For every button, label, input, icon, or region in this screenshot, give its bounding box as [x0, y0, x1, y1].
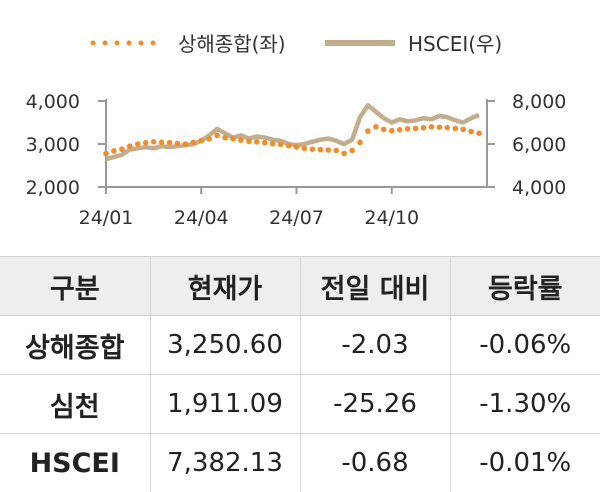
row-change: -2.03 — [300, 316, 450, 375]
row-price: 3,250.60 — [150, 316, 300, 375]
shanghai-data-point — [460, 127, 466, 133]
shanghai-data-point — [389, 128, 395, 134]
shanghai-data-point — [103, 151, 109, 157]
shanghai-data-point — [357, 140, 363, 146]
row-rate: -0.06% — [450, 316, 600, 375]
shanghai-data-point — [310, 146, 316, 152]
shanghai-data-point — [349, 148, 355, 154]
shanghai-data-point — [326, 147, 332, 153]
x-axis-tick-label: 24/07 — [269, 207, 324, 229]
plot-area — [103, 105, 482, 159]
shanghai-data-point — [191, 140, 197, 146]
shanghai-data-point — [127, 143, 133, 149]
shanghai-data-point — [397, 127, 403, 133]
shanghai-data-point — [365, 128, 371, 134]
shanghai-data-point — [222, 135, 228, 141]
shanghai-data-point — [183, 141, 189, 147]
row-price: 7,382.13 — [150, 434, 300, 492]
hscei-series-line — [106, 105, 479, 159]
index-line-chart: 상해종합(좌) HSCEI(우) 2,000 3,000 4,000 4,000 6,0… — [0, 0, 600, 250]
row-change: -25.26 — [300, 375, 450, 434]
shanghai-data-point — [246, 139, 252, 145]
header-category: 구분 — [0, 257, 150, 316]
legend-label-hscei: HSCEI(우) — [408, 32, 502, 56]
shanghai-series — [103, 124, 482, 156]
shanghai-data-point — [341, 151, 347, 157]
right-axis-tick-label: 8,000 — [512, 91, 566, 113]
shanghai-data-point — [468, 129, 474, 135]
shanghai-data-point — [143, 140, 149, 146]
shanghai-data-point — [151, 139, 157, 145]
market-summary-table: 구분 현재가 전일 대비 등락률 상해종합 3,250.60 -2.03 -0.… — [0, 256, 600, 492]
shanghai-data-point — [119, 146, 125, 152]
shanghai-data-point — [373, 124, 379, 130]
x-axis-tick-label: 24/10 — [364, 207, 419, 229]
row-name: 심천 — [0, 375, 150, 434]
shanghai-data-point — [199, 138, 205, 144]
shanghai-data-point — [230, 136, 236, 142]
shanghai-data-point — [437, 124, 443, 130]
right-axis-tick-label: 6,000 — [512, 134, 566, 156]
table-row: 상해종합 3,250.60 -2.03 -0.06% — [0, 316, 600, 375]
shanghai-data-point — [175, 141, 181, 147]
left-axis-tick-label: 3,000 — [26, 134, 80, 156]
x-axis-tick-label: 24/01 — [79, 207, 134, 229]
row-rate: -1.30% — [450, 375, 600, 434]
shanghai-data-point — [302, 146, 308, 152]
left-axis-tick-label: 4,000 — [26, 91, 80, 113]
shanghai-data-point — [262, 140, 268, 146]
shanghai-data-point — [405, 126, 411, 132]
chart-legend: 상해종합(좌) HSCEI(우) — [93, 32, 502, 56]
header-price: 현재가 — [150, 257, 300, 316]
shanghai-data-point — [294, 144, 300, 150]
shanghai-data-point — [413, 126, 419, 132]
shanghai-data-point — [381, 127, 387, 133]
header-change: 전일 대비 — [300, 257, 450, 316]
shanghai-data-point — [254, 139, 260, 145]
shanghai-data-point — [286, 143, 292, 149]
shanghai-data-point — [270, 141, 276, 147]
shanghai-data-point — [476, 131, 482, 137]
shanghai-data-point — [159, 140, 165, 146]
header-rate: 등락률 — [450, 257, 600, 316]
row-rate: -0.01% — [450, 434, 600, 492]
shanghai-data-point — [135, 141, 141, 147]
table-header-row: 구분 현재가 전일 대비 등락률 — [0, 257, 600, 316]
shanghai-data-point — [278, 142, 284, 148]
left-axis-tick-label: 2,000 — [26, 177, 80, 199]
shanghai-data-point — [206, 136, 212, 142]
shanghai-data-point — [167, 140, 173, 146]
row-change: -0.68 — [300, 434, 450, 492]
shanghai-data-point — [421, 125, 427, 131]
x-axis-tick-label: 24/04 — [174, 207, 229, 229]
table-row: 심천 1,911.09 -25.26 -1.30% — [0, 375, 600, 434]
shanghai-data-point — [238, 137, 244, 143]
shanghai-data-point — [445, 125, 451, 131]
row-name: HSCEI — [0, 434, 150, 492]
shanghai-data-point — [333, 148, 339, 154]
shanghai-data-point — [429, 124, 435, 130]
row-price: 1,911.09 — [150, 375, 300, 434]
right-axis-tick-label: 4,000 — [512, 177, 566, 199]
shanghai-data-point — [453, 126, 459, 132]
row-name: 상해종합 — [0, 316, 150, 375]
shanghai-data-point — [111, 148, 117, 154]
legend-label-shanghai: 상해종합(좌) — [178, 32, 286, 56]
shanghai-data-point — [214, 133, 220, 139]
table-row: HSCEI 7,382.13 -0.68 -0.01% — [0, 434, 600, 492]
shanghai-data-point — [318, 147, 324, 153]
